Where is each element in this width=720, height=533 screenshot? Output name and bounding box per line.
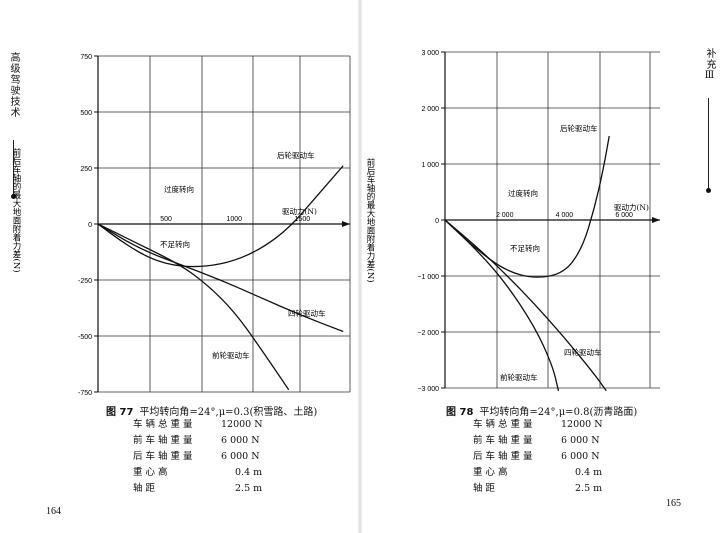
figure-caption: 图 78 平均转向角=24°,μ=0.8(沥青路面) (446, 403, 637, 418)
spec-row: 后车轴重量 6 000 N (473, 450, 603, 466)
series-line-2 (97, 223, 344, 333)
spec-value: 2.5 m (575, 483, 603, 494)
y-tick-label: 2 000 (421, 106, 439, 113)
page-number: 165 (666, 498, 681, 509)
spec-row: 轴距 2.5 m (133, 482, 263, 498)
spec-label: 轴距 (473, 483, 499, 494)
spec-value: 0.4 m (575, 467, 603, 478)
region-annotation: 过度转向 (508, 188, 538, 198)
series-line-2 (444, 219, 607, 392)
series-label: 后轮驱动车 (277, 150, 315, 160)
region-annotation: 过度转向 (164, 184, 194, 194)
x-axis-label: 驱动力(N) (614, 202, 649, 212)
spec-label: 轴距 (133, 483, 159, 494)
spec-label: 重心高 (133, 467, 171, 478)
spec-value: 2.5 m (235, 483, 263, 494)
side-title: 补充Ⅲ (704, 48, 715, 82)
spec-row: 轴距 2.5 m (473, 482, 603, 498)
y-tick-label: 250 (80, 166, 92, 173)
spec-row: 后车轴重量 6 000 N (133, 450, 263, 466)
spec-label: 前车轴重量 (473, 435, 536, 446)
series-line-1 (97, 165, 344, 268)
y-tick-label: 3 000 (421, 50, 439, 57)
spec-value: 6 000 N (561, 435, 600, 446)
spec-value: 0.4 m (235, 467, 263, 478)
spec-label: 后车轴重量 (473, 451, 536, 462)
series-line-3 (444, 219, 560, 391)
series-line-1 (444, 135, 610, 278)
spec-label: 车辆总重量 (133, 419, 196, 430)
region-annotation: 不足转向 (160, 239, 190, 249)
y-tick-label: -250 (78, 278, 92, 285)
side-bullet (11, 194, 16, 199)
figure-label: 图 77 (106, 407, 134, 418)
spec-label: 车辆总重量 (473, 419, 536, 430)
series-label: 四轮驱动车 (288, 308, 326, 318)
figure-caption: 图 77 平均转向角=24°,μ=0.3(积雪路、土路) (106, 403, 317, 418)
series-line-3 (97, 223, 290, 391)
x-tick-label: 500 (160, 216, 172, 223)
spec-value: 6 000 N (221, 435, 260, 446)
right-page: 补充Ⅲ 3 000 2 000 1 000 0 −1 000 −2 000 −3 000 2 … (360, 0, 720, 533)
side-bullet (706, 188, 711, 193)
series-label: 前轮驱动车 (500, 372, 538, 382)
figure-label: 图 78 (446, 407, 474, 418)
spec-row: 车辆总重量 12000 N (133, 418, 263, 434)
spec-row: 重心高 0.4 m (473, 466, 603, 482)
y-axis-label: 前后车轴的最大地面附着力差(N) (365, 157, 376, 282)
side-rule (708, 98, 709, 190)
x-tick-label: 1000 (226, 216, 242, 223)
spec-table: 车辆总重量 12000 N 前车轴重量 6 000 N 后车轴重量 6 000 N 重… (473, 418, 603, 498)
spec-value: 12000 N (221, 419, 263, 430)
x-axis-label: 驱动力(N) (282, 206, 317, 216)
spec-row: 重心高 0.4 m (133, 466, 263, 482)
y-tick-label: −2 000 (417, 330, 439, 337)
series-label: 后轮驱动车 (560, 123, 598, 133)
spec-row: 前车轴重量 6 000 N (473, 434, 603, 450)
side-rule (13, 140, 14, 196)
y-tick-label: -500 (78, 334, 92, 341)
region-annotation: 不足转向 (510, 243, 540, 253)
spec-value: 6 000 N (561, 451, 600, 462)
y-tick-label: 1 000 (421, 162, 439, 169)
side-title: 高级驾驶技术 (8, 52, 19, 118)
x-tick-label: 4 000 (556, 212, 574, 219)
page-number: 164 (46, 506, 61, 517)
x-axis-arrow (652, 217, 660, 223)
left-page: 高级驾驶技术 750 500 250 0 -250 -500 -750 500 1000 1500… (8, 52, 351, 517)
y-axis-label: 前后车轴的最大地面附着力差(N) (11, 147, 22, 272)
y-tick-label: 750 (80, 54, 92, 61)
y-tick-label: 0 (435, 218, 439, 225)
spec-value: 12000 N (561, 419, 603, 430)
y-tick-label: −1 000 (417, 274, 439, 281)
book-gutter (358, 0, 362, 533)
series-label: 前轮驱动车 (212, 350, 250, 360)
x-tick-label: 6 000 (615, 212, 633, 219)
x-axis-arrow (342, 221, 350, 227)
spec-table: 车辆总重量 12000 N 前车轴重量 6 000 N 后车轴重量 6 000 N 重… (133, 418, 263, 498)
spec-value: 6 000 N (221, 451, 260, 462)
y-tick-label: -750 (78, 390, 92, 397)
spec-label: 重心高 (473, 467, 511, 478)
y-tick-label: 0 (88, 222, 92, 229)
figure-78-chart: 3 000 2 000 1 000 0 −1 000 −2 000 −3 000 2 000 4… (365, 50, 660, 393)
figure-77-chart: 750 500 250 0 -250 -500 -750 500 1000 1500 前后车轴的最大… (11, 54, 351, 397)
x-tick-label: 1500 (295, 216, 311, 223)
spec-row: 前车轴重量 6 000 N (133, 434, 263, 450)
figure-caption-text: 平均转向角=24°,μ=0.8(沥青路面) (479, 407, 638, 418)
y-tick-label: −3 000 (417, 386, 439, 393)
x-tick-label: 2 000 (496, 212, 514, 219)
spec-row: 车辆总重量 12000 N (473, 418, 603, 434)
series-label: 四轮驱动车 (564, 347, 602, 357)
spec-label: 后车轴重量 (133, 451, 196, 462)
y-tick-label: 500 (80, 110, 92, 117)
spec-label: 前车轴重量 (133, 435, 196, 446)
figure-caption-text: 平均转向角=24°,μ=0.3(积雪路、土路) (139, 407, 318, 418)
